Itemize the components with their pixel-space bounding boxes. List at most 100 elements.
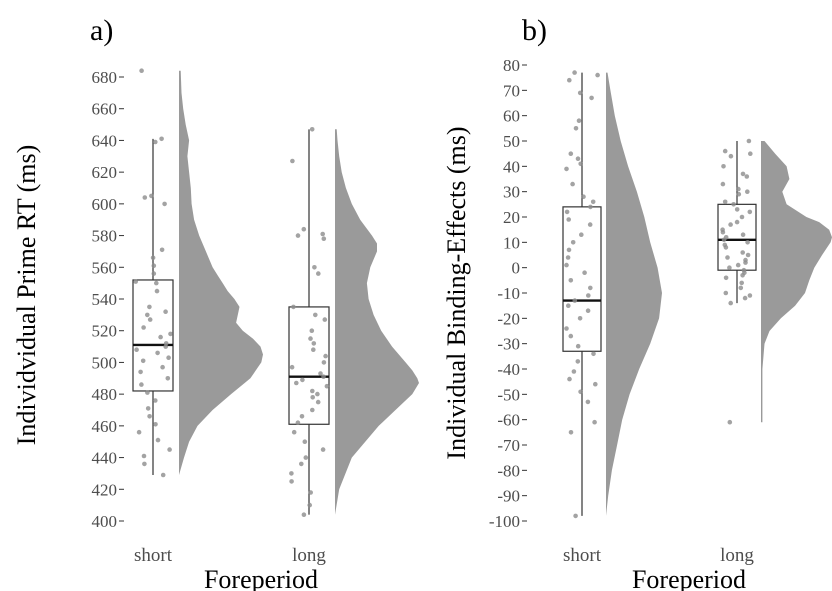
panel-b-point-long (727, 265, 732, 271)
panel-a-point-long (321, 360, 327, 365)
panel-b-y-tick-label: 80 (503, 56, 520, 75)
panel-a-point-short (151, 263, 157, 269)
panel-a-point-long (321, 374, 326, 380)
panel-a-point-long (299, 414, 305, 419)
panel-b-point-short (595, 72, 600, 78)
panel-a-point-short (141, 325, 146, 330)
panel-b-point-short (566, 247, 572, 253)
panel-b-point-short (564, 209, 570, 215)
panel-b-y-tick-label: 0 (512, 259, 521, 278)
panel-a-point-long (310, 388, 315, 394)
panel-a-point-long (309, 328, 315, 334)
panel-a-y-tick-label: 480 (92, 385, 118, 404)
panel-b-point-long (731, 202, 736, 207)
panel-b-y-tick-label: 50 (503, 132, 520, 151)
panel-a-y-tick-label: 460 (92, 417, 118, 436)
panel-b-point-long (723, 275, 729, 281)
panel-b-point-short (566, 303, 571, 309)
panel-b-y-ticks: -100-90-80-70-60-50-40-30-20-10010203040… (489, 56, 527, 531)
panel-a-point-short (141, 453, 147, 459)
panel-b-y-tick-label: 30 (503, 183, 520, 202)
panel-b-point-long (720, 229, 726, 235)
panel-b-y-tick-label: -100 (489, 512, 520, 531)
panel-b-point-long (723, 290, 729, 296)
panel-a-y-tick-label: 500 (92, 353, 118, 372)
panel-a-point-short (138, 369, 143, 375)
panel-a-point-long (291, 429, 297, 435)
panel-a-point-short (145, 390, 150, 395)
panel-b-point-long (745, 189, 750, 194)
panel-b-point-long (728, 153, 734, 159)
panel-b-y-tick-label: -30 (497, 335, 520, 354)
panel-a-point-short (150, 255, 156, 261)
panel-b-point-short (585, 399, 591, 405)
panel-a-point-long (289, 471, 294, 476)
panel-a-point-short (160, 472, 166, 478)
panel-a-plot-area (132, 68, 419, 517)
panel-b-x-axis-title: Foreperiod (632, 565, 746, 591)
panel-a-point-short (153, 139, 158, 145)
panel-b: b) Individual Binding-Effects (ms) Forep… (442, 14, 832, 591)
panel-b-point-long (722, 199, 728, 205)
panel-a-point-long (310, 407, 315, 413)
panel-b-y-tick-label: 70 (503, 81, 520, 100)
panel-a-point-short (147, 304, 152, 310)
panel-a-point-short (147, 317, 153, 322)
panel-a-point-long (291, 304, 296, 310)
panel-a-point-long (311, 341, 317, 346)
panel-a-y-tick-label: 680 (92, 68, 118, 87)
panel-b-point-short (564, 326, 569, 331)
panel-b-y-tick-label: -80 (497, 461, 520, 480)
panel-a-y-tick-label: 540 (92, 290, 118, 309)
panel-b-y-tick-label: -90 (497, 487, 520, 506)
panel-a-point-short (165, 376, 171, 381)
panel-a-y-ticks: 400 420 440 460 480 500 520 540 560 580 600 620 640 6… (92, 68, 124, 531)
panel-b-y-axis-title: Individual Binding-Effects (ms) (442, 126, 471, 459)
panel-a-y-tick-label: 560 (92, 258, 118, 277)
panel-b-point-short (582, 270, 587, 276)
panel-b-boxplot-short (562, 72, 602, 516)
panel-b-point-long (721, 164, 726, 169)
panel-b-point-short (567, 376, 572, 382)
panel-a-category-short: short (134, 545, 173, 566)
panel-a-point-long (321, 236, 327, 241)
panel-a-point-long (320, 231, 326, 237)
panel-b-point-short (575, 156, 581, 161)
panel-a-point-short (163, 309, 168, 315)
panel-b-point-short (568, 333, 574, 339)
panel-a-y-tick-label: 440 (92, 449, 118, 468)
panel-a-point-short (160, 364, 165, 370)
panel-b-point-long (734, 219, 740, 225)
panel-b-point-long (727, 419, 733, 425)
panel-a-point-long (308, 490, 314, 495)
panel-a-point-short (133, 279, 138, 284)
panel-b-point-long (745, 252, 751, 258)
panel-a-point-long (294, 380, 299, 386)
panel-a-point-short (153, 398, 158, 403)
panel-b-point-short (585, 308, 591, 314)
panel-b-point-long (736, 186, 741, 192)
panel-a-point-long (303, 455, 309, 460)
panel-a-point-long (295, 420, 301, 426)
panel-a-point-short (142, 461, 147, 467)
panel-b-point-short (570, 240, 576, 245)
panel-a-point-long (312, 265, 317, 270)
panel-b-point-short (572, 70, 577, 75)
panel-a-point-short (149, 193, 154, 199)
panel-b-point-long (740, 232, 746, 237)
panel-a-point-short (162, 201, 167, 207)
panel-a-point-short (142, 195, 148, 200)
panel-b-point-short (568, 430, 574, 435)
panel-a-point-short (145, 406, 151, 411)
panel-b-point-short (570, 181, 575, 187)
panel-a-point-short (158, 334, 163, 340)
panel-a-point-long (318, 371, 323, 376)
panel-b-y-tick-label: 20 (503, 208, 520, 227)
panel-b-point-long (725, 255, 730, 260)
panel-b-point-long (747, 293, 753, 298)
panel-b-point-short (568, 278, 574, 283)
panel-b-point-long (743, 260, 748, 265)
panel-a-y-tick-label: 620 (92, 163, 118, 182)
panel-a-point-short (167, 447, 172, 452)
panel-a-y-tick-label: 660 (92, 100, 118, 119)
